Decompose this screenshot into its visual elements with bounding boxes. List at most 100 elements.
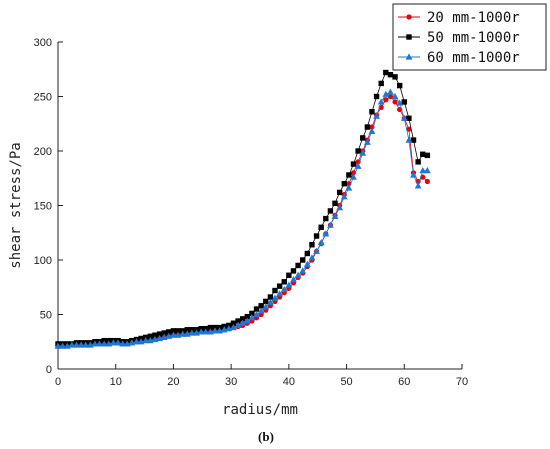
data-point-triangle — [54, 342, 62, 349]
data-point-triangle — [391, 92, 399, 100]
data-point-square — [295, 262, 301, 269]
data-point-triangle — [59, 342, 67, 349]
data-point-triangle — [68, 341, 76, 348]
data-point-triangle — [257, 307, 265, 314]
data-point-square — [420, 151, 426, 157]
data-point-triangle — [91, 340, 99, 347]
series-2 — [55, 69, 431, 347]
data-point-square — [387, 72, 394, 78]
y-tick-label: 300 — [34, 37, 52, 49]
data-point-square — [230, 320, 237, 326]
data-point-square — [396, 82, 403, 89]
data-point-triangle — [382, 90, 390, 97]
x-tick-label: 50 — [340, 376, 352, 388]
data-point-triangle — [354, 162, 362, 169]
data-point-triangle — [280, 285, 288, 293]
data-point-triangle — [340, 193, 348, 200]
data-point-triangle — [294, 271, 302, 278]
data-point-square — [161, 330, 167, 336]
data-point-triangle — [179, 330, 187, 337]
x-tick-label: 40 — [283, 376, 295, 388]
data-point-square — [424, 152, 431, 159]
data-point-triangle — [308, 254, 316, 261]
data-point-square — [304, 250, 311, 257]
data-point-square — [207, 324, 214, 331]
data-point-triangle — [368, 127, 376, 134]
data-point-triangle — [96, 340, 103, 347]
data-point-triangle — [202, 328, 210, 335]
legend: 20 mm-1000r 50 mm-1000r 60 mm-1000r — [392, 3, 547, 71]
data-point-triangle — [188, 329, 196, 336]
y-axis: 0 50 100 150 200 250 300 — [34, 37, 63, 376]
data-point-triangle — [387, 88, 394, 95]
data-point-square — [156, 331, 163, 337]
data-point-square — [406, 115, 412, 121]
data-point-square — [300, 257, 306, 263]
data-point-square — [263, 298, 269, 305]
data-point-square — [373, 93, 380, 100]
y-tick-label: 200 — [34, 146, 52, 158]
data-point-triangle — [253, 310, 260, 318]
data-point-square — [401, 99, 407, 105]
x-tick-label: 0 — [55, 376, 61, 388]
data-point-triangle — [197, 328, 205, 335]
y-tick-label: 0 — [46, 364, 52, 376]
data-point-square — [253, 306, 260, 312]
data-point-square — [258, 303, 264, 309]
data-point-triangle — [317, 238, 325, 246]
data-point-triangle — [377, 98, 385, 105]
x-tick-label: 70 — [456, 376, 468, 388]
data-point-square — [309, 242, 315, 248]
data-point-square — [360, 135, 366, 141]
data-point-triangle — [230, 323, 237, 331]
data-point-triangle — [82, 341, 90, 348]
y-tick-label: 150 — [34, 201, 52, 213]
data-point-triangle — [100, 340, 108, 347]
data-point-square — [290, 268, 297, 274]
x-axis: 0 10 20 30 40 50 60 70 — [55, 364, 468, 388]
data-point-square — [392, 74, 398, 80]
data-point-triangle — [73, 341, 80, 348]
data-point-triangle — [170, 331, 177, 338]
data-point-triangle — [410, 171, 417, 178]
data-point-triangle — [345, 184, 353, 191]
data-point-square — [244, 313, 251, 320]
data-point-circle — [392, 99, 398, 105]
data-point-triangle — [303, 260, 311, 267]
data-point-square — [239, 316, 246, 322]
data-point-square — [346, 172, 352, 178]
data-point-triangle — [405, 53, 413, 60]
y-axis-label: shear stress/Pa — [8, 142, 24, 268]
x-tick-label: 60 — [398, 376, 410, 388]
data-point-triangle — [322, 230, 330, 237]
legend-entry: 20 mm-1000r — [398, 10, 520, 26]
x-tick-label: 20 — [167, 376, 179, 388]
data-point-triangle — [114, 339, 122, 346]
y-tick-label: 100 — [34, 255, 52, 267]
data-point-triangle — [243, 317, 251, 324]
data-point-square — [281, 279, 287, 285]
data-point-square — [249, 310, 255, 317]
legend-entry: 50 mm-1000r — [398, 30, 520, 46]
data-point-triangle — [262, 303, 270, 310]
data-point-square — [327, 208, 334, 214]
x-axis-label: radius/mm — [222, 402, 298, 418]
data-point-square — [170, 328, 177, 334]
data-point-triangle — [396, 99, 404, 106]
data-point-circle — [383, 97, 389, 103]
data-point-square — [175, 328, 181, 334]
data-point-square — [410, 137, 417, 143]
data-point-triangle — [405, 136, 413, 143]
data-point-triangle — [350, 173, 357, 180]
data-point-square — [318, 224, 324, 230]
data-point-triangle — [271, 294, 279, 301]
data-point-square — [341, 181, 347, 187]
data-point-square — [313, 233, 320, 239]
data-point-triangle — [414, 182, 422, 189]
data-point-triangle — [248, 314, 256, 321]
data-point-triangle — [327, 221, 334, 228]
data-point-square — [235, 318, 241, 324]
data-point-square — [415, 159, 421, 165]
data-point-triangle — [77, 341, 85, 348]
